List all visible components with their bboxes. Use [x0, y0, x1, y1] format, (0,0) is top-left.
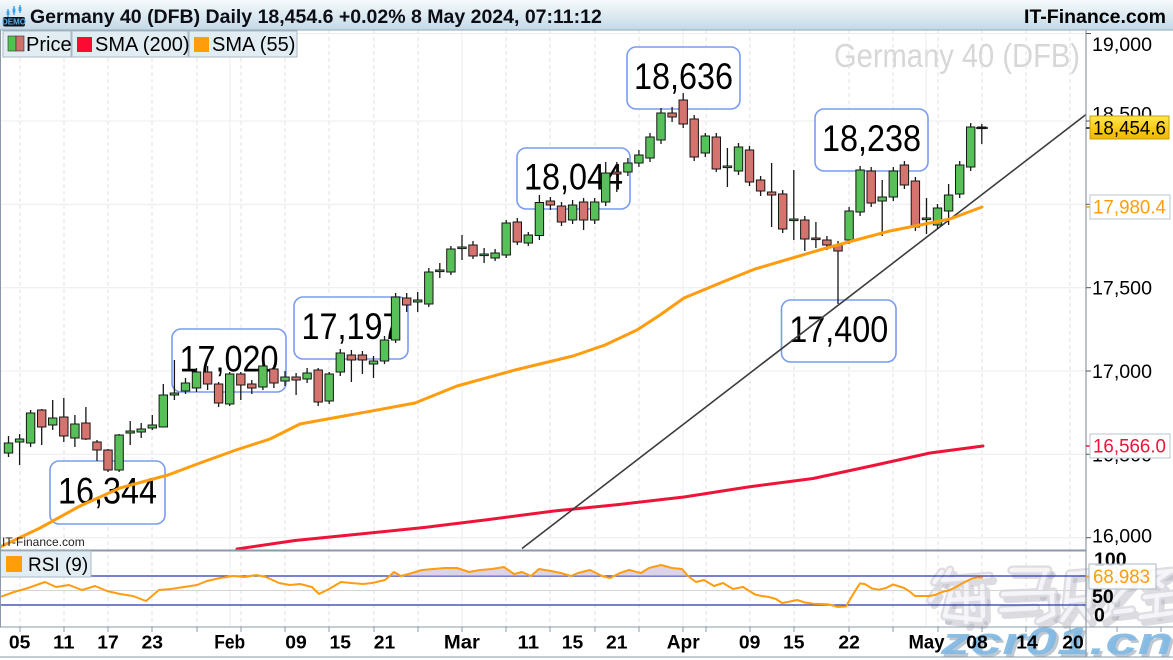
svg-text:18,454.6: 18,454.6 — [1093, 119, 1166, 140]
svg-text:17,500: 17,500 — [1092, 278, 1152, 300]
svg-text:19,000: 19,000 — [1092, 34, 1152, 56]
svg-text:08: 08 — [966, 632, 988, 653]
svg-text:RSI (9): RSI (9) — [28, 555, 88, 576]
svg-text:16,566.0: 16,566.0 — [1093, 437, 1166, 458]
svg-text:15: 15 — [562, 632, 584, 653]
svg-text:17,000: 17,000 — [1092, 361, 1152, 383]
svg-text:SMA (200): SMA (200) — [95, 34, 189, 56]
svg-text:20: 20 — [1062, 632, 1084, 653]
svg-text:68.983: 68.983 — [1093, 567, 1150, 588]
svg-text:Germany 40 (DFB) Daily 18,454.: Germany 40 (DFB) Daily 18,454.6 +0.02% 8… — [30, 6, 602, 28]
svg-text:Mar: Mar — [444, 632, 480, 654]
svg-text:18,636: 18,636 — [634, 56, 733, 97]
svg-text:17,980.4: 17,980.4 — [1093, 198, 1166, 219]
svg-text:zcr01.cn: zcr01.cn — [942, 624, 1173, 660]
svg-text:17,400: 17,400 — [789, 309, 888, 350]
svg-text:15: 15 — [783, 632, 805, 653]
svg-text:21: 21 — [374, 632, 396, 653]
svg-text:Apr: Apr — [667, 632, 700, 654]
svg-text:11: 11 — [518, 632, 540, 653]
svg-text:IT-Finance.com: IT-Finance.com — [1024, 6, 1166, 28]
svg-text:SMA (55): SMA (55) — [212, 34, 295, 56]
svg-text:23: 23 — [142, 632, 164, 653]
svg-text:09: 09 — [285, 632, 307, 653]
svg-text:11: 11 — [53, 632, 75, 653]
svg-text:15: 15 — [330, 632, 352, 653]
svg-text:18,238: 18,238 — [822, 118, 921, 159]
svg-text:IT-Finance.com: IT-Finance.com — [2, 535, 85, 549]
svg-text:22: 22 — [838, 632, 860, 653]
svg-text:DEMO: DEMO — [2, 18, 26, 27]
svg-text:16,000: 16,000 — [1092, 526, 1152, 548]
svg-text:50: 50 — [1092, 586, 1114, 608]
svg-text:May: May — [909, 632, 945, 654]
svg-text:17: 17 — [97, 632, 119, 653]
svg-text:Germany 40 (DFB): Germany 40 (DFB) — [834, 37, 1080, 74]
svg-text:21: 21 — [606, 632, 628, 653]
svg-text:14: 14 — [1016, 632, 1038, 653]
svg-text:0: 0 — [1094, 605, 1105, 627]
svg-text:09: 09 — [739, 632, 761, 653]
svg-text:Price: Price — [26, 34, 72, 56]
svg-text:05: 05 — [9, 632, 30, 653]
svg-text:Feb: Feb — [214, 632, 245, 654]
svg-text:16,344: 16,344 — [58, 471, 157, 512]
